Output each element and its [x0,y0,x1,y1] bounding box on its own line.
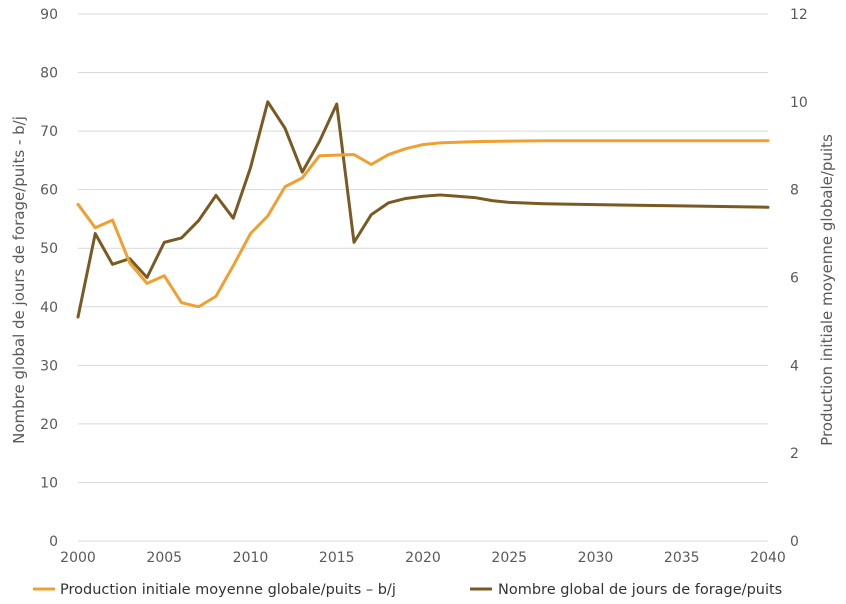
left-tick-label: 0 [49,534,58,550]
x-tick-label: 2020 [405,550,441,566]
left-y-axis-title: Nombre global de jours de forage/puits -… [10,116,28,444]
left-tick-label: 40 [40,300,58,316]
left-tick-label: 60 [40,183,58,199]
x-tick-label: 2015 [319,550,355,566]
x-tick-label: 2010 [233,550,269,566]
right-tick-label: 10 [790,95,808,111]
legend-label-drilling-days: Nombre global de jours de forage/puits [498,582,782,598]
left-tick-label: 20 [40,417,58,433]
right-tick-label: 4 [790,358,799,374]
x-tick-label: 2000 [60,550,96,566]
right-tick-label: 12 [790,7,808,23]
legend: Production initiale moyenne globale/puit… [33,582,782,598]
legend-label-production: Production initiale moyenne globale/puit… [60,582,396,598]
x-tick-label: 2035 [664,550,700,566]
left-tick-label: 10 [40,475,58,491]
x-tick-label: 2040 [750,550,786,566]
left-tick-label: 30 [40,358,58,374]
gridlines [78,13,768,542]
right-tick-label: 8 [790,183,799,199]
x-tick-label: 2025 [491,550,527,566]
left-tick-label: 80 [40,66,58,82]
x-tick-label: 2030 [578,550,614,566]
right-tick-label: 2 [790,446,799,462]
left-tick-label: 90 [40,7,58,23]
x-tick-labels: 2000 2005 2010 2015 2020 2025 2030 2035 2040 [60,550,786,566]
right-y-axis-title: Production initiale moyenne globale/puit… [818,134,836,446]
series-lines [76,100,770,319]
right-tick-label: 0 [790,534,799,550]
right-y-tick-labels: 0 2 4 6 8 10 12 [790,7,808,550]
x-tick-label: 2005 [146,550,182,566]
left-tick-label: 50 [40,241,58,257]
left-tick-label: 70 [40,124,58,140]
series-line-1 [76,100,770,319]
left-y-tick-labels: 0 10 20 30 40 50 60 70 80 90 [40,7,58,550]
right-tick-label: 6 [790,271,799,287]
series-line-0 [76,139,770,309]
